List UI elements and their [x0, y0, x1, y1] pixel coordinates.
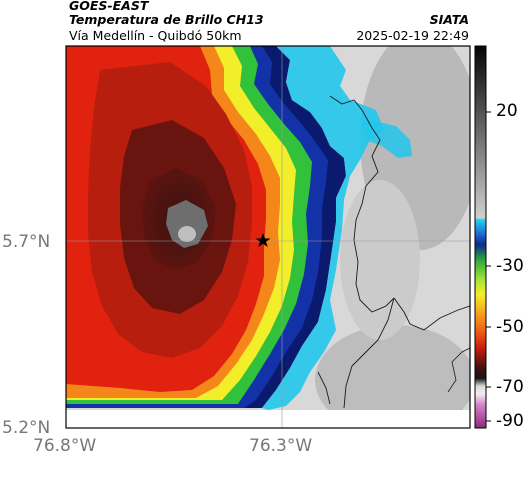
y-tick-label-5.7: 5.7°N — [2, 232, 51, 252]
cloud-cyan-fringe — [262, 46, 384, 410]
cloud-overshoot-center — [178, 226, 196, 242]
border-line-3 — [317, 371, 331, 405]
colorbar-label-20: 20 — [496, 101, 518, 121]
colorbar-label-m50: -50 — [496, 317, 524, 337]
colorbar — [474, 45, 487, 429]
map-frame — [65, 45, 471, 429]
colorbar-label-m30: -30 — [496, 256, 524, 276]
x-tick-label-76.3: 76.3°W — [249, 436, 313, 456]
warm-region-mid — [340, 180, 420, 340]
colorbar-label-m70: -70 — [496, 377, 524, 397]
x-tick-label-76.8: 76.8°W — [33, 436, 97, 456]
border-line-1 — [393, 297, 470, 331]
border-line-2 — [343, 297, 395, 409]
y-tick-label-5.2: 5.2°N — [2, 418, 51, 438]
warm-region-se — [315, 325, 470, 428]
cloud-overshoot-top — [166, 200, 208, 248]
product-title: GOES-EAST — [69, 0, 149, 13]
coastline — [329, 95, 395, 313]
source-label: SIATA — [429, 12, 469, 27]
star-marker — [255, 233, 271, 247]
colorbar-label-m90: -90 — [496, 411, 524, 431]
datetime-label: 2025-02-19 22:49 — [356, 28, 469, 43]
product-subtitle: Temperatura de Brillo CH13 — [69, 12, 264, 27]
location-label: Vía Medellín - Quibdó 50km — [69, 28, 242, 43]
bottom-white-band — [66, 410, 470, 428]
river-line — [447, 347, 470, 393]
cloud-cyan-east-patch — [360, 118, 412, 158]
